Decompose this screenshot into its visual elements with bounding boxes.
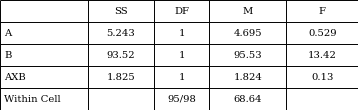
Text: 68.64: 68.64 <box>234 94 262 104</box>
Text: DF: DF <box>174 6 189 16</box>
Text: 95/98: 95/98 <box>167 94 196 104</box>
Text: 1: 1 <box>178 50 185 60</box>
Text: 93.52: 93.52 <box>107 50 135 60</box>
Text: 4.695: 4.695 <box>234 28 262 38</box>
Text: 0.13: 0.13 <box>311 72 333 82</box>
Text: M: M <box>243 6 253 16</box>
Text: 1: 1 <box>178 72 185 82</box>
Text: B: B <box>4 50 12 60</box>
Text: 1: 1 <box>178 28 185 38</box>
Text: 1.824: 1.824 <box>233 72 262 82</box>
Text: AXB: AXB <box>4 72 26 82</box>
Text: 13.42: 13.42 <box>308 50 337 60</box>
Text: SS: SS <box>114 6 128 16</box>
Text: 95.53: 95.53 <box>234 50 262 60</box>
Text: 1.825: 1.825 <box>106 72 135 82</box>
Text: 5.243: 5.243 <box>106 28 135 38</box>
Text: Within Cell: Within Cell <box>4 94 61 104</box>
Text: 0.529: 0.529 <box>308 28 337 38</box>
Text: A: A <box>4 28 11 38</box>
Text: F: F <box>319 6 326 16</box>
